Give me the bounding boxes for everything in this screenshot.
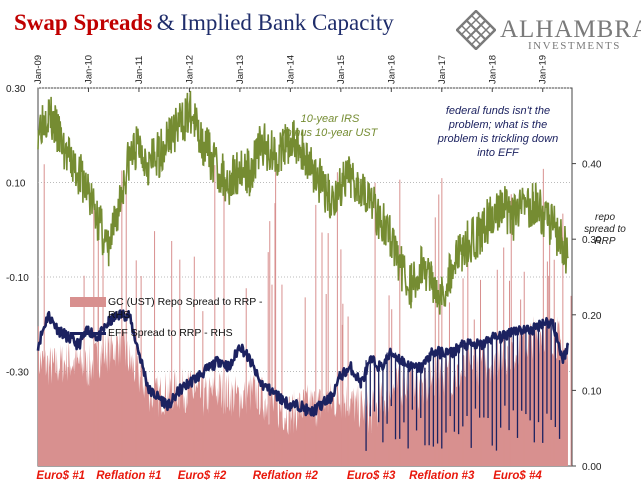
legend-swatch-repo xyxy=(70,297,106,307)
alhambra-logo: ALHAMBRA INVESTMENTS xyxy=(452,10,641,52)
fedfunds-annotation-line: federal funds isn't the xyxy=(445,105,551,117)
irs-annotation: 10-year IRS minus 10-year UST xyxy=(270,112,390,140)
x-tick-label: Jan-13 xyxy=(235,55,246,84)
eff-spread-line xyxy=(36,309,570,417)
right-tick-label: 0.00 xyxy=(582,462,602,473)
rhs-label-line: RRP xyxy=(594,236,616,247)
logo-subtitle: INVESTMENTS xyxy=(528,40,621,52)
period-label: Reflation #2 xyxy=(253,470,319,482)
period-label: Reflation #1 xyxy=(96,470,161,482)
fedfunds-annotation-line: problem; what is the xyxy=(448,119,548,131)
x-tick-label: Jan-11 xyxy=(134,56,145,84)
left-tick-label: -0.30 xyxy=(6,368,29,379)
period-label: Euro$ #4 xyxy=(493,470,542,482)
legend-repo-line: RHS xyxy=(108,309,131,321)
fedfunds-annotation-line: into EFF xyxy=(477,147,519,159)
period-label: Euro$ #1 xyxy=(36,470,85,482)
left-tick-label: 0.10 xyxy=(6,179,26,190)
x-tick-label: Jan-19 xyxy=(538,55,549,84)
legend-repo-line: GC (UST) Repo Spread to RRP - xyxy=(108,296,263,308)
title-red-part: Swap Spreads xyxy=(14,10,153,35)
period-label: Euro$ #2 xyxy=(178,470,227,482)
period-label: Euro$ #3 xyxy=(347,470,396,482)
chart-title: Swap Spreads & Implied Bank Capacity xyxy=(14,10,394,36)
irs-annotation-line: 10-year IRS xyxy=(300,113,360,125)
title-blue-part: & Implied Bank Capacity xyxy=(156,10,394,35)
right-tick-label: 0.30 xyxy=(582,235,602,246)
x-tick-label: Jan-17 xyxy=(437,55,448,84)
right-tick-label: 0.10 xyxy=(582,386,602,397)
logo-name: ALHAMBRA xyxy=(500,16,641,43)
right-tick-label: 0.20 xyxy=(582,311,602,322)
left-tick-label: 0.30 xyxy=(6,84,26,95)
fedfunds-annotation-line: problem is trickling down xyxy=(437,133,559,145)
legend-label-repo: GC (UST) Repo Spread to RRP - RHS xyxy=(108,296,262,322)
irs-annotation-line: minus 10-year UST xyxy=(282,127,378,139)
x-tick-label: Jan-10 xyxy=(83,55,94,84)
x-tick-label: Jan-15 xyxy=(336,55,347,84)
left-tick-label: -0.10 xyxy=(6,273,29,284)
x-tick-label: Jan-18 xyxy=(487,55,498,84)
legend-label-eff: EFF Spread to RRP - RHS xyxy=(108,327,233,339)
diamond-lattice-icon xyxy=(456,10,496,50)
rhs-label-line: repo xyxy=(594,212,615,223)
x-tick-label: Jan-14 xyxy=(285,55,296,84)
x-tick-label: Jan-16 xyxy=(386,55,397,84)
swap-spread-line xyxy=(37,90,569,315)
right-tick-label: 0.40 xyxy=(582,160,602,171)
period-label: Reflation #3 xyxy=(409,470,475,482)
x-tick-label: Jan-09 xyxy=(33,55,44,84)
rhs-axis-label: repo spread to RRP xyxy=(580,212,630,248)
legend-swatch-eff xyxy=(70,332,106,335)
x-tick-label: Jan-12 xyxy=(184,55,195,84)
rhs-label-line: spread to xyxy=(584,224,626,235)
fedfunds-annotation: federal funds isn't the problem; what is… xyxy=(428,104,568,160)
